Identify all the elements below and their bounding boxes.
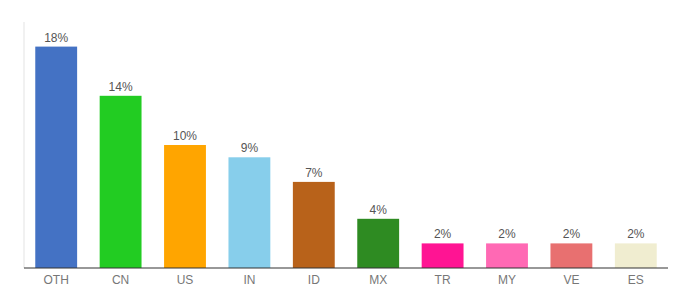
bar [422, 243, 464, 268]
bar [293, 182, 335, 268]
x-tick-label: CN [112, 273, 129, 287]
x-tick-label: US [177, 273, 194, 287]
data-label: 2% [627, 227, 645, 241]
bar [228, 157, 270, 268]
x-tick-label: MY [498, 273, 516, 287]
x-tick-label: OTH [44, 273, 69, 287]
bar [35, 47, 77, 268]
x-axis-line [24, 267, 668, 268]
chart-svg: OTH CN US IN ID MX TR MY VE ES 18% 14% 10% 9% 7% 4% 2% 2%… [0, 0, 680, 300]
data-label: 14% [109, 80, 133, 94]
data-label: 2% [498, 227, 516, 241]
x-tick-label: VE [563, 273, 579, 287]
bar [486, 243, 528, 268]
x-tick-label: TR [435, 273, 451, 287]
bars [35, 47, 656, 268]
bar [550, 243, 592, 268]
bar [100, 96, 142, 268]
x-tick-label: ES [628, 273, 644, 287]
x-tick-label: IN [243, 273, 255, 287]
data-label: 10% [173, 129, 197, 143]
bar [615, 243, 657, 268]
chart-container: OTH CN US IN ID MX TR MY VE ES 18% 14% 10% 9% 7% 4% 2% 2%… [0, 0, 680, 300]
data-label: 18% [44, 31, 68, 45]
data-label: 2% [563, 227, 581, 241]
x-tick-label: ID [308, 273, 320, 287]
y-range-line [24, 22, 25, 268]
bar [357, 219, 399, 268]
x-tick-label: MX [369, 273, 387, 287]
data-label: 9% [241, 141, 259, 155]
data-label: 7% [305, 166, 323, 180]
data-label: 4% [370, 203, 388, 217]
bar [164, 145, 206, 268]
data-label: 2% [434, 227, 452, 241]
